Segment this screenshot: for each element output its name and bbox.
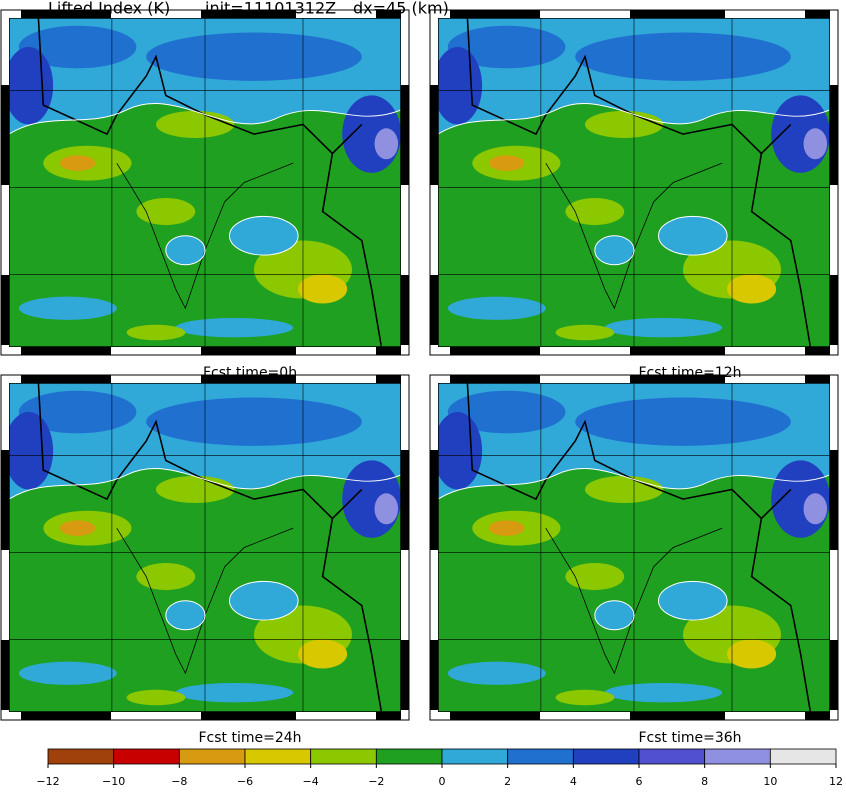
color-swatch xyxy=(178,748,246,765)
tick-label: 2 xyxy=(504,775,511,788)
title: Lifted Index (K) xyxy=(48,0,170,18)
map-panel xyxy=(0,374,410,721)
map-panel xyxy=(0,9,410,356)
init-time: init=11101312Z xyxy=(205,0,336,18)
tick-label: −6 xyxy=(237,775,253,788)
tick-label: −4 xyxy=(303,775,319,788)
tick-label: −12 xyxy=(36,775,59,788)
map-panel xyxy=(429,9,839,356)
color-swatch xyxy=(704,748,771,765)
tick-label: 8 xyxy=(701,775,708,788)
color-swatch xyxy=(244,748,312,765)
panel-title: Fcst time=12h xyxy=(638,365,741,381)
color-swatch xyxy=(507,748,574,765)
panel-title: Fcst time=36h xyxy=(638,730,741,746)
tick-label: 6 xyxy=(636,775,643,788)
color-swatch xyxy=(638,748,706,765)
tick-label: −8 xyxy=(171,775,187,788)
grid-spacing: dx=45 (km) xyxy=(353,0,449,18)
colorbar: −12 −10 −8 −6 −4 −2 0 2 4 6 8 10 12 xyxy=(36,748,843,788)
tick-label: 12 xyxy=(829,775,843,788)
color-swatch xyxy=(310,748,377,765)
tick-label: 4 xyxy=(570,775,577,788)
tick-label: 0 xyxy=(439,775,446,788)
color-swatch xyxy=(47,748,115,765)
map-panel xyxy=(429,374,839,721)
color-swatch xyxy=(441,748,509,765)
panel-title: Fcst time=24h xyxy=(198,730,301,746)
color-swatch xyxy=(113,748,180,765)
color-swatch xyxy=(769,748,837,765)
panel-title: Fcst time=0h xyxy=(203,365,297,381)
tick-label: 10 xyxy=(763,775,777,788)
tick-label: −10 xyxy=(102,775,125,788)
color-swatch xyxy=(375,748,443,765)
tick-label: −2 xyxy=(368,775,384,788)
color-swatch xyxy=(572,748,640,765)
